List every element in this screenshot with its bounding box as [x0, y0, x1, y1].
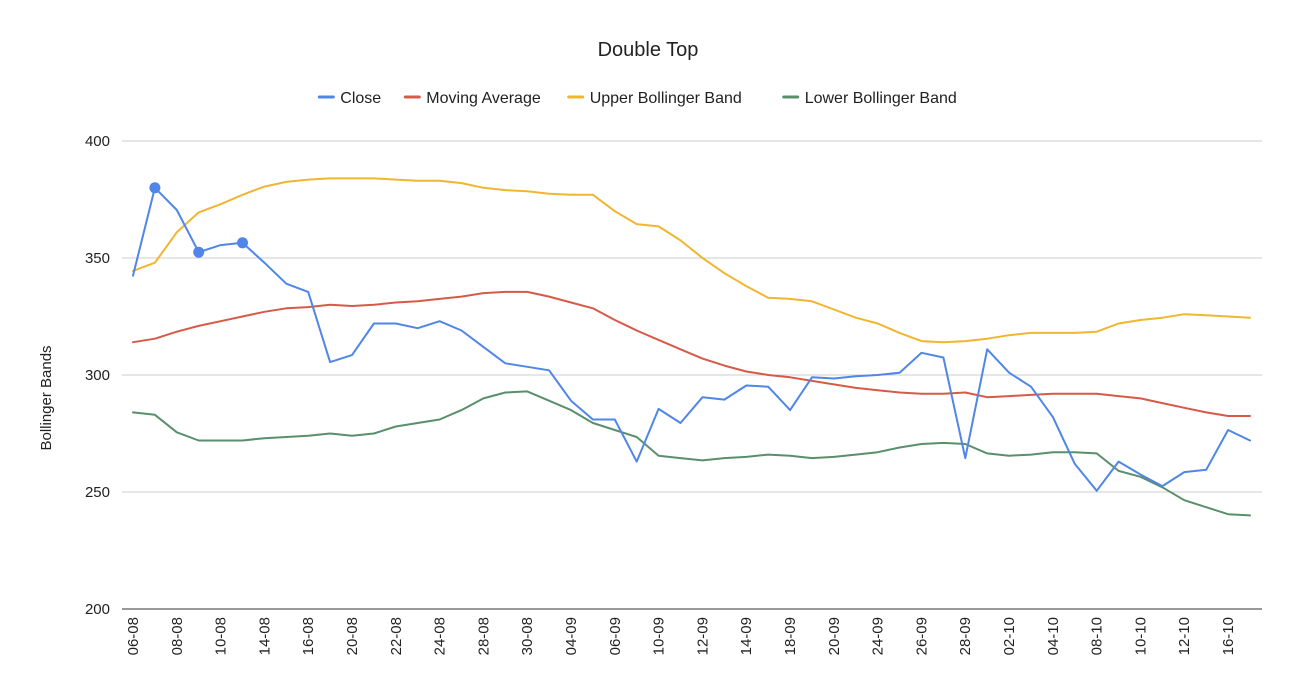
legend-label: Close	[340, 90, 381, 107]
y-tick-label: 200	[85, 601, 110, 618]
legend-item-lower-bollinger-band: Lower Bollinger Band	[782, 90, 957, 107]
legend-label: Moving Average	[426, 90, 541, 107]
x-tick-label: 28-09	[957, 617, 974, 655]
chart-title: Double Top	[598, 39, 699, 61]
legend: Close Moving Average Upper Bollinger Band L…	[317, 90, 957, 107]
close-marker	[149, 182, 161, 194]
y-tick-label: 400	[85, 133, 110, 150]
close-marker	[193, 246, 205, 258]
legend-label: Lower Bollinger Band	[805, 90, 957, 107]
series-line-lower-bollinger-band	[132, 390, 1251, 517]
x-tick-label: 10-09	[651, 617, 668, 655]
x-tick-label: 14-08	[256, 617, 273, 655]
x-tick-label: 22-08	[388, 617, 405, 655]
x-tick-label: 16-08	[300, 617, 317, 655]
x-tick-label: 24-09	[870, 617, 887, 655]
series-line-upper-bollinger-band	[132, 177, 1251, 344]
legend-item-upper-bollinger-band: Upper Bollinger Band	[567, 90, 742, 107]
x-tick-label: 20-08	[344, 617, 361, 655]
legend-label: Upper Bollinger Band	[590, 90, 742, 107]
legend-item-moving-average: Moving Average	[403, 90, 541, 107]
series-line-close	[132, 186, 1251, 492]
x-tick-label: 06-09	[607, 617, 624, 655]
y-axis-label: Bollinger Bands	[38, 345, 55, 450]
x-tick-label: 12-09	[694, 617, 711, 655]
y-tick-label: 300	[85, 367, 110, 384]
close-marker	[237, 237, 248, 249]
y-axis-ticks: 200 250 300 350 400	[85, 133, 110, 618]
x-tick-label: 06-08	[125, 617, 142, 655]
x-tick-label: 28-08	[475, 617, 492, 655]
gridlines	[122, 140, 1262, 493]
x-tick-label: 12-10	[1176, 617, 1193, 655]
legend-item-close: Close	[317, 90, 381, 107]
series-line-moving-average	[132, 290, 1251, 417]
x-tick-label: 30-08	[519, 617, 536, 655]
series-markers	[149, 182, 248, 258]
x-tick-label: 10-10	[1132, 617, 1149, 655]
x-tick-label: 08-10	[1089, 617, 1106, 655]
x-tick-label: 04-10	[1045, 617, 1062, 655]
x-tick-label: 08-08	[169, 617, 186, 655]
x-tick-label: 10-08	[213, 617, 230, 655]
x-tick-label: 24-08	[432, 617, 449, 655]
x-tick-label: 02-10	[1001, 617, 1018, 655]
x-axis-ticks: 06-08 08-08 10-08 14-08 16-08 20-08 22-08 24-08…	[125, 617, 1237, 655]
x-tick-label: 18-09	[782, 617, 799, 655]
x-tick-label: 26-09	[913, 617, 930, 655]
x-tick-label: 20-09	[826, 617, 843, 655]
x-tick-label: 16-10	[1220, 617, 1237, 655]
x-tick-label: 04-09	[563, 617, 580, 655]
y-tick-label: 250	[85, 484, 110, 501]
x-tick-label: 14-09	[738, 617, 755, 655]
series-lines	[132, 177, 1251, 517]
y-tick-label: 350	[85, 250, 110, 267]
